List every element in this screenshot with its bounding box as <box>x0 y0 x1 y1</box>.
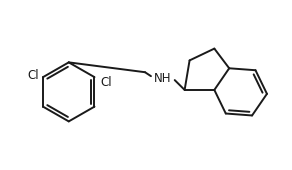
Text: Cl: Cl <box>27 69 39 82</box>
Text: NH: NH <box>154 72 172 85</box>
Text: Cl: Cl <box>100 75 112 89</box>
